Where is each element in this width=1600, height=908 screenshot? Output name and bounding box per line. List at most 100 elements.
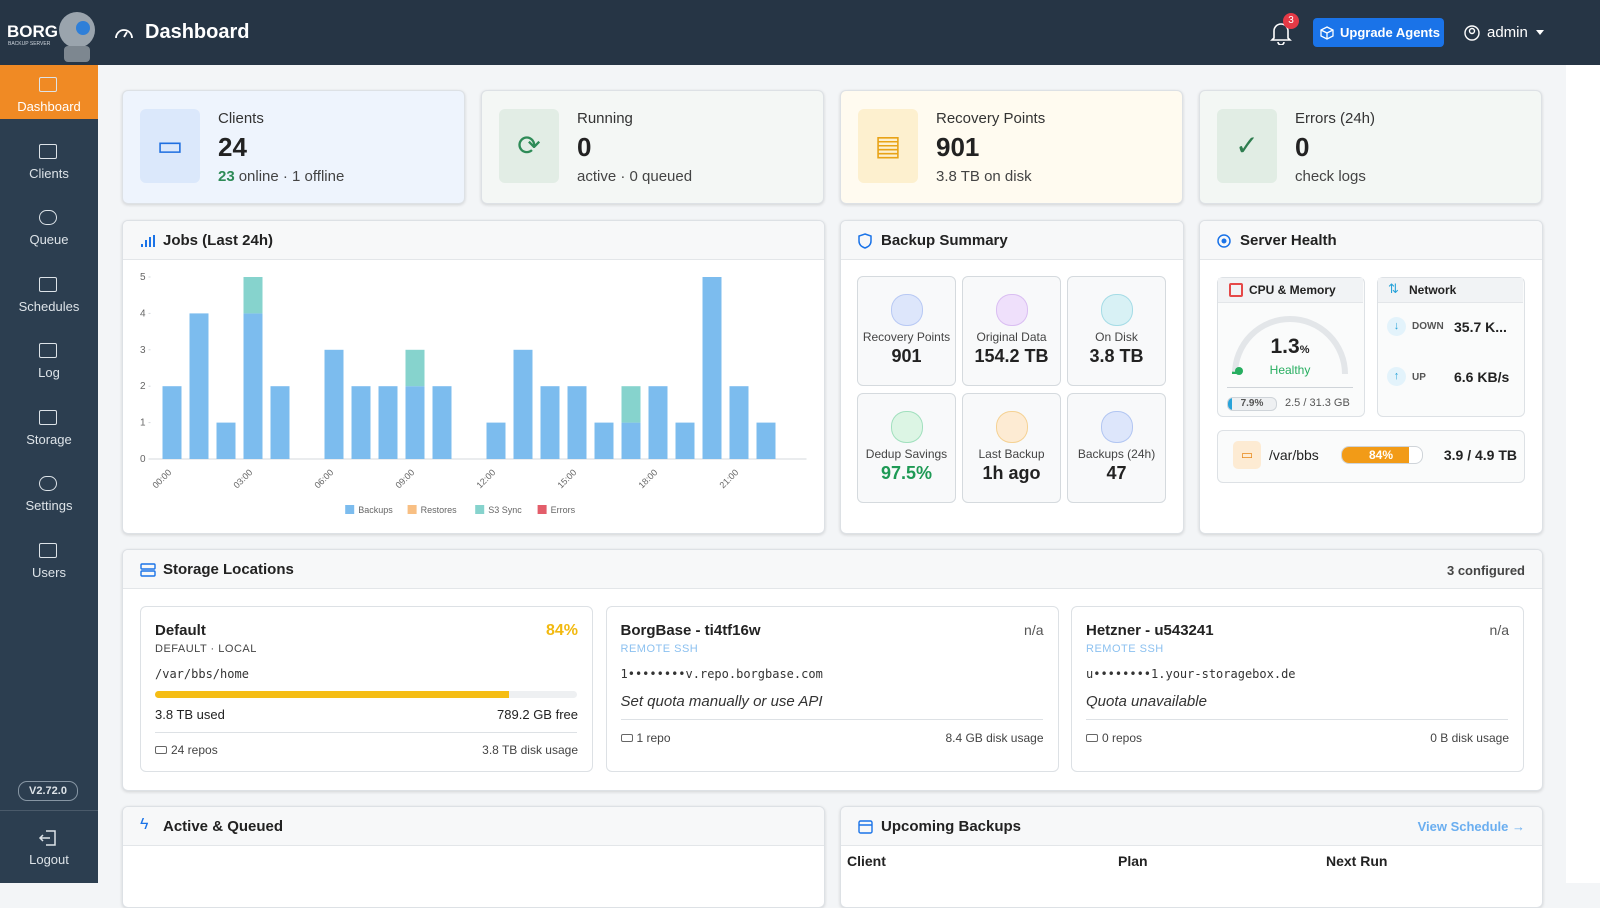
nav-item[interactable]: Clients [0, 166, 98, 181]
calendar-icon [858, 819, 873, 834]
tile-icon [1101, 411, 1133, 443]
stat-label: Errors (24h) [1295, 110, 1375, 127]
tile-value: 3.8 TB [1068, 346, 1165, 367]
cpu-unit: % [1300, 344, 1310, 356]
bar [325, 350, 344, 459]
y-tick-label: 1 [140, 418, 146, 429]
y-tick-label: 0 [140, 454, 146, 465]
logout-icon[interactable] [38, 829, 58, 847]
legend-label: Backups [358, 505, 393, 515]
nav-item[interactable]: Dashboard [0, 99, 98, 114]
nav-item[interactable]: Log [0, 365, 98, 380]
tile-value: 97.5% [858, 463, 955, 484]
bar [433, 386, 452, 459]
summary-tile: Dedup Savings 97.5% [857, 393, 956, 503]
location-note: Set quota manually or use API [621, 693, 823, 710]
up-icon: ↑ [1387, 367, 1406, 386]
x-tick-label: 18:00 [636, 467, 659, 490]
down-label: DOWN [1412, 321, 1444, 332]
sidebar [0, 65, 98, 883]
tile-value: 47 [1068, 463, 1165, 484]
stat-sub-text: 3.8 TB on disk [936, 168, 1032, 185]
nav-item[interactable]: Users [0, 565, 98, 580]
x-tick-label: 12:00 [474, 467, 497, 490]
bar [487, 423, 506, 459]
stat-value: 0 [577, 132, 591, 163]
legend-swatch [408, 505, 417, 514]
nav-item[interactable]: Schedules [0, 299, 98, 314]
stat-label: Running [577, 110, 633, 127]
bar [703, 277, 722, 459]
nav-icon [39, 77, 57, 92]
up-label: UP [1412, 372, 1426, 383]
tile-icon [996, 294, 1028, 326]
nav-item[interactable]: Queue [0, 232, 98, 247]
card-title: Storage Locations [163, 561, 294, 578]
upcoming-card: Upcoming Backups View Schedule → Client … [840, 806, 1543, 908]
location-free: 789.2 GB free [497, 707, 578, 722]
stat-icon: ✓ [1217, 109, 1277, 183]
view-schedule[interactable]: View Schedule → [1418, 819, 1525, 834]
legend-label: S3 Sync [488, 505, 522, 515]
nav-item[interactable]: Storage [0, 432, 98, 447]
bar [406, 386, 425, 459]
card-title: Active & Queued [163, 818, 283, 835]
tile-value: 154.2 TB [963, 346, 1060, 367]
legend-swatch [475, 505, 484, 514]
y-tick-label: 4 [140, 308, 146, 319]
stat-sub: check logs [1295, 168, 1366, 185]
bar [244, 313, 263, 459]
nav-item[interactable]: Settings [0, 498, 98, 513]
disk-icon: ▭ [1233, 441, 1261, 469]
storage-icon [140, 563, 156, 577]
down-icon: ↓ [1387, 317, 1406, 336]
col-plan: Plan [1118, 853, 1148, 869]
y-tick-label: 5 [140, 272, 146, 283]
stat-sub: active · 0 queued [577, 168, 692, 185]
stat-sub-text: active · 0 queued [577, 168, 692, 185]
usage-bar [155, 691, 577, 698]
location-percent: n/a [1490, 622, 1509, 638]
location-type: REMOTE SSH [621, 643, 699, 655]
cpu-icon [1229, 283, 1243, 297]
sidebar-divider [0, 810, 98, 811]
x-tick-label: 15:00 [555, 467, 578, 490]
bar [568, 386, 587, 459]
active-card: ϟ Active & Queued [122, 806, 825, 908]
tile-icon [996, 411, 1028, 443]
cube-icon [1320, 26, 1334, 40]
cpu-status: Healthy [1250, 363, 1330, 377]
stat-icon: ▭ [140, 109, 200, 183]
stat-label: Recovery Points [936, 110, 1045, 127]
tile-label: Original Data [963, 330, 1060, 344]
usage-fill [155, 691, 509, 698]
cpu-number: 1.3 [1271, 335, 1300, 358]
stat-value: 901 [936, 132, 979, 163]
tile-label: Last Backup [963, 447, 1060, 461]
nav-icon [39, 343, 57, 358]
mem-percent: 7.9% [1227, 398, 1277, 409]
bar [514, 350, 533, 459]
user-icon [1464, 25, 1480, 41]
location-path: 1••••••••v.repo.borgbase.com [621, 667, 823, 681]
user-menu[interactable]: admin [1487, 24, 1528, 41]
location-name: BorgBase - ti4tf16w [621, 622, 761, 639]
y-tick-label: 2 [140, 381, 146, 392]
location-percent: 84% [546, 622, 578, 640]
summary-tile: Backups (24h)47 [1067, 393, 1166, 503]
bar [622, 423, 641, 459]
location-usage: 0 B disk usage [1430, 731, 1509, 745]
tile-value: 901 [858, 346, 955, 367]
location-percent: n/a [1024, 622, 1043, 638]
divider [1227, 387, 1353, 388]
stat-sub-text: online · 1 offline [239, 168, 345, 185]
legend-swatch [345, 505, 354, 514]
logout[interactable]: Logout [0, 852, 98, 867]
bolt-icon: ϟ [140, 816, 148, 834]
x-tick-label: 03:00 [231, 467, 254, 490]
tile-label: Dedup Savings [858, 447, 955, 461]
up: 6.6 KB/s [1454, 369, 1509, 385]
